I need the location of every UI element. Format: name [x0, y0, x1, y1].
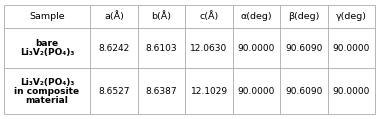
Text: 12.0630: 12.0630 — [190, 44, 228, 53]
Text: Li₃V₂(PO₄)₃: Li₃V₂(PO₄)₃ — [20, 48, 74, 57]
Text: γ(deg): γ(deg) — [336, 12, 367, 21]
Text: 8.6242: 8.6242 — [99, 44, 130, 53]
Text: Sample: Sample — [29, 12, 65, 21]
Text: 90.0000: 90.0000 — [238, 44, 275, 53]
Text: bare: bare — [36, 39, 59, 48]
Text: Li₃V₂(PO₄)₃: Li₃V₂(PO₄)₃ — [20, 78, 74, 87]
Text: β(deg): β(deg) — [288, 12, 319, 21]
Text: 90.6090: 90.6090 — [285, 44, 323, 53]
Text: b(Å): b(Å) — [152, 12, 172, 21]
Text: 8.6527: 8.6527 — [98, 87, 130, 96]
Text: c(Å): c(Å) — [199, 12, 219, 21]
Text: 90.0000: 90.0000 — [333, 87, 370, 96]
Text: 90.6090: 90.6090 — [285, 87, 323, 96]
Text: material: material — [26, 96, 69, 105]
Text: 8.6387: 8.6387 — [146, 87, 177, 96]
Text: 90.0000: 90.0000 — [333, 44, 370, 53]
Text: 8.6103: 8.6103 — [146, 44, 177, 53]
Text: in composite: in composite — [14, 87, 80, 96]
Text: α(deg): α(deg) — [241, 12, 273, 21]
Text: a(Å): a(Å) — [104, 12, 124, 21]
Text: 12.1029: 12.1029 — [191, 87, 227, 96]
Text: 90.0000: 90.0000 — [238, 87, 275, 96]
